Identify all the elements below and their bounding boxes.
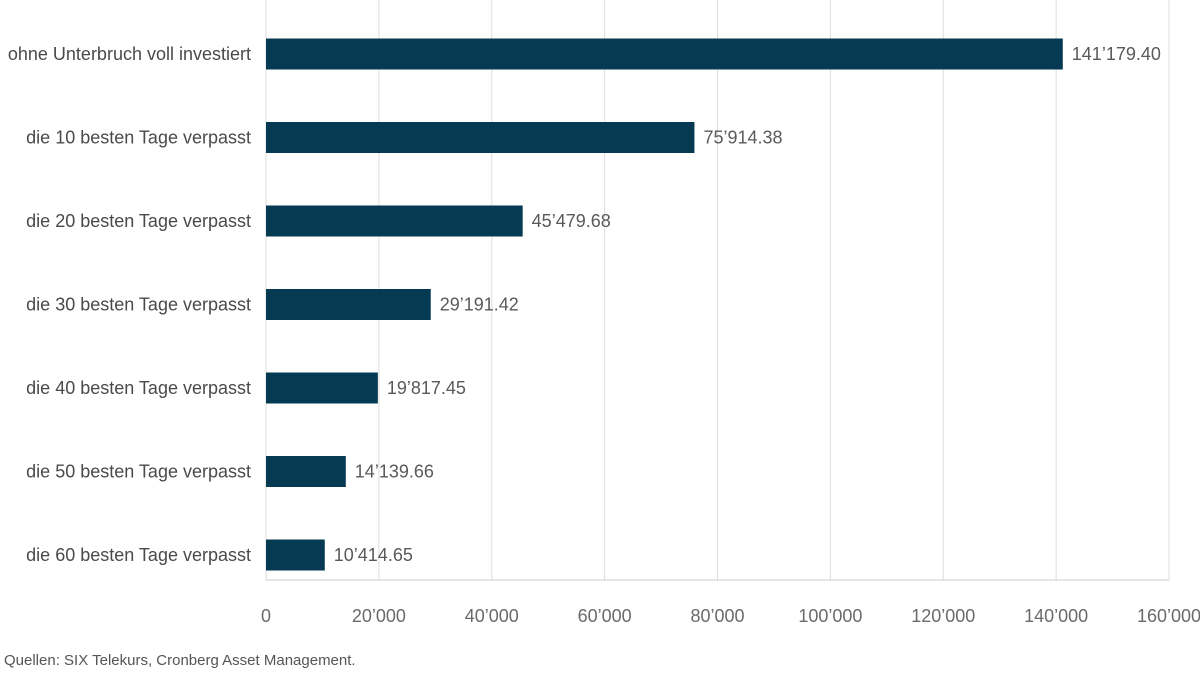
x-tick-label: 80’000: [690, 606, 744, 626]
value-label: 14’139.66: [355, 462, 434, 482]
bar: [266, 122, 695, 153]
bar: [266, 289, 431, 320]
grid-lines: [265, 0, 1170, 581]
category-label: die 20 besten Tage verpasst: [26, 211, 251, 231]
x-tick-label: 0: [261, 606, 271, 626]
x-tick-label: 20’000: [352, 606, 406, 626]
x-axis-tick-labels: 0 20’000 40’000 60’000 80’000 100’000 120’000 1…: [261, 606, 1200, 626]
category-label: ohne Unterbruch voll investiert: [8, 44, 251, 64]
x-tick-label: 60’000: [578, 606, 632, 626]
value-label: 45’479.68: [532, 211, 611, 231]
x-tick-label: 160’000: [1137, 606, 1200, 626]
value-label: 19’817.45: [387, 378, 466, 398]
value-label: 141’179.40: [1072, 44, 1161, 64]
bars: [266, 38, 1063, 571]
category-label: die 40 besten Tage verpasst: [26, 378, 251, 398]
x-tick-label: 100’000: [798, 606, 862, 626]
bar: [266, 456, 346, 487]
value-label: 29’191.42: [440, 295, 519, 315]
category-label: die 10 besten Tage verpasst: [26, 128, 251, 148]
bar: [266, 372, 378, 404]
category-label: die 50 besten Tage verpasst: [26, 462, 251, 482]
value-labels: 141’179.40 75’914.38 45’479.68 29’191.42 19’…: [334, 44, 1161, 565]
category-label: die 30 besten Tage verpasst: [26, 295, 251, 315]
x-tick-label: 120’000: [911, 606, 975, 626]
x-tick-label: 140’000: [1024, 606, 1088, 626]
source-note: Quellen: SIX Telekurs, Cronberg Asset Ma…: [4, 652, 356, 669]
bar: [266, 205, 523, 237]
value-label: 10’414.65: [334, 545, 413, 565]
bar: [266, 38, 1063, 70]
category-labels: ohne Unterbruch voll investiert die 10 be…: [8, 44, 251, 565]
bar: [266, 539, 325, 571]
category-label: die 60 besten Tage verpasst: [26, 545, 251, 565]
value-label: 75’914.38: [703, 128, 782, 148]
x-tick-label: 40’000: [465, 606, 519, 626]
